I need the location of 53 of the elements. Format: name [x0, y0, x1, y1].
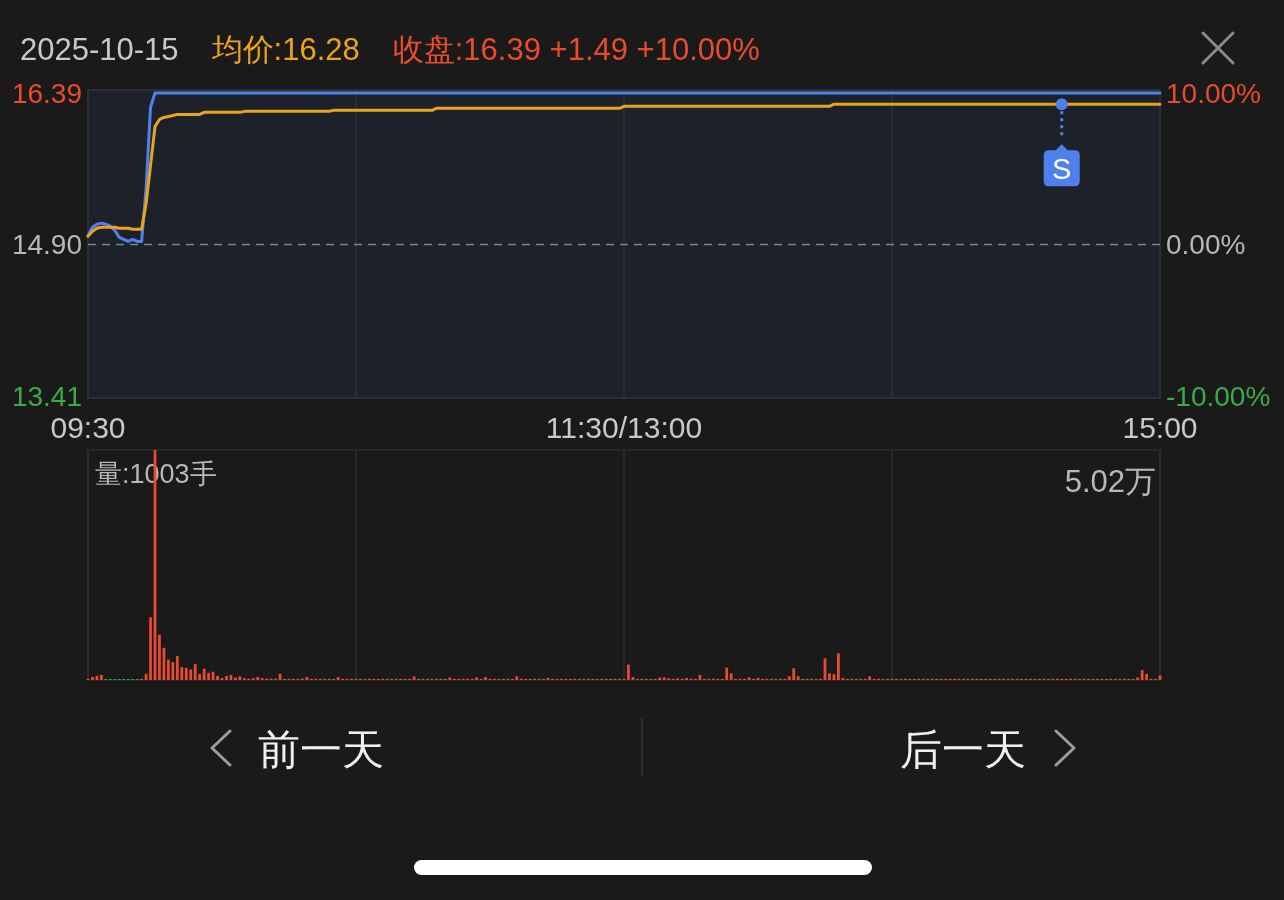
bar — [256, 677, 260, 680]
bar — [189, 669, 193, 680]
bar — [627, 664, 630, 680]
bar — [216, 675, 219, 680]
bar — [515, 676, 519, 680]
y2-tick-label: -10.00% — [1166, 380, 1271, 412]
bar — [149, 617, 152, 680]
bar — [175, 656, 179, 680]
bar — [171, 662, 175, 680]
bar — [475, 677, 478, 680]
x-tick-label: 09:30 — [50, 411, 126, 444]
bar — [193, 664, 197, 680]
bar — [796, 676, 800, 680]
bar — [207, 672, 210, 680]
x-tick-label: 11:30/13:00 — [545, 411, 703, 444]
bar — [725, 667, 729, 680]
text: 后一天 — [900, 726, 1026, 773]
bar — [868, 676, 872, 680]
bar — [234, 677, 237, 680]
annotation: S — [1052, 153, 1072, 186]
bar — [828, 673, 831, 680]
text: 收盘:16.39 +1.49 +10.00% — [392, 32, 760, 67]
annotation: 5.02万 — [1064, 464, 1156, 499]
bar — [167, 659, 170, 680]
x-tick-label: 15:00 — [1122, 411, 1198, 444]
series-label: 均价:16.28 — [210, 32, 360, 67]
y-tick-label: 14.90 — [11, 229, 82, 261]
bar — [685, 677, 688, 680]
y-tick-label: 16.39 — [11, 77, 82, 109]
chart-title: 2025-10-15 — [20, 32, 179, 67]
bar — [91, 677, 94, 680]
y-tick-label: 13.41 — [11, 380, 82, 412]
bar — [100, 674, 103, 680]
bar — [484, 677, 487, 680]
bar — [1145, 673, 1148, 680]
bar — [1140, 670, 1144, 680]
text: 前一天 — [258, 726, 384, 773]
y2-tick-label: 10.00% — [1166, 77, 1261, 109]
bar — [202, 668, 206, 680]
bar — [238, 676, 242, 680]
bar — [1136, 677, 1140, 680]
bar — [792, 668, 796, 680]
bar — [158, 634, 161, 680]
bar — [336, 677, 340, 680]
bar — [658, 677, 662, 680]
bar — [225, 675, 228, 680]
bar — [662, 677, 666, 680]
bar — [305, 677, 309, 680]
bar — [837, 653, 840, 680]
bar — [448, 677, 452, 680]
bar — [184, 667, 188, 680]
bar — [729, 673, 733, 680]
y2-tick-label: 0.00% — [1166, 229, 1246, 261]
